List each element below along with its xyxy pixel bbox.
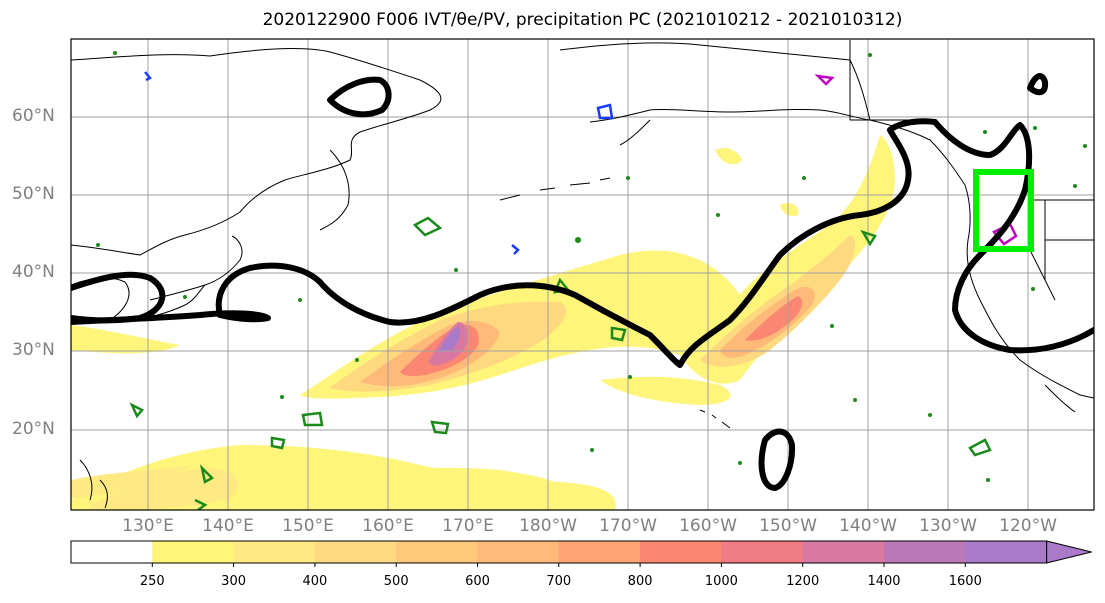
lon-label: 120°W bbox=[999, 516, 1057, 536]
coastlines bbox=[71, 40, 1094, 509]
colorbar-tick-label: 250 bbox=[139, 574, 165, 589]
colorbar-tick-label: 1000 bbox=[704, 574, 738, 589]
colorbar-swatch bbox=[558, 541, 641, 563]
pv-spots bbox=[96, 51, 1087, 482]
lon-label: 170°W bbox=[599, 516, 657, 536]
colorbar-tick-label: 500 bbox=[383, 574, 409, 589]
colorbar-tick-label: 1600 bbox=[948, 574, 982, 589]
colorbar-swatch bbox=[884, 541, 966, 563]
colorbar-tick-label: 700 bbox=[546, 574, 572, 589]
lon-label: 170°E bbox=[442, 516, 494, 536]
lat-label: 60°N bbox=[12, 106, 55, 126]
lon-label: 130°E bbox=[122, 516, 174, 536]
region-box bbox=[973, 169, 1034, 252]
colorbar-tick-label: 400 bbox=[302, 574, 328, 589]
lon-label: 140°E bbox=[202, 516, 254, 536]
colorbar-tick-label: 1400 bbox=[867, 574, 901, 589]
colorbar-swatch bbox=[233, 541, 316, 563]
colorbar-extend-arrow bbox=[1046, 540, 1092, 564]
colorbar-swatch bbox=[802, 541, 885, 563]
colorbar-swatch bbox=[71, 541, 153, 563]
colorbar-swatch bbox=[314, 541, 397, 563]
lon-label: 180°W bbox=[519, 516, 577, 536]
lon-label: 160°E bbox=[362, 516, 414, 536]
colorbar-swatch bbox=[152, 541, 235, 563]
lat-label: 40°N bbox=[12, 262, 55, 282]
colorbar-swatch bbox=[477, 541, 560, 563]
plot-frame bbox=[70, 38, 1095, 511]
lat-label: 50°N bbox=[12, 184, 55, 204]
colorbar-tick-label: 600 bbox=[465, 574, 490, 589]
lat-label: 20°N bbox=[12, 419, 55, 439]
colorbar-tick-label: 300 bbox=[221, 574, 247, 589]
lon-label: 150°E bbox=[282, 516, 334, 536]
colorbar-tick-label: 1200 bbox=[786, 574, 820, 589]
lon-label: 150°W bbox=[759, 516, 817, 536]
lon-label: 160°W bbox=[679, 516, 737, 536]
colorbar bbox=[70, 540, 1092, 567]
colorbar-swatch bbox=[396, 541, 478, 563]
colorbar-swatch bbox=[721, 541, 804, 563]
colorbar-swatch bbox=[965, 541, 1048, 563]
theta-e-contours bbox=[71, 73, 1094, 491]
map-title: 2020122900 F006 IVT/θe/PV, precipitation… bbox=[262, 10, 903, 30]
lat-label: 30°N bbox=[12, 340, 55, 360]
lon-label: 130°W bbox=[919, 516, 977, 536]
pv-contours bbox=[129, 71, 1018, 510]
colorbar-swatch bbox=[640, 541, 722, 563]
lon-label: 140°W bbox=[839, 516, 897, 536]
colorbar-tick-label: 800 bbox=[627, 574, 653, 589]
